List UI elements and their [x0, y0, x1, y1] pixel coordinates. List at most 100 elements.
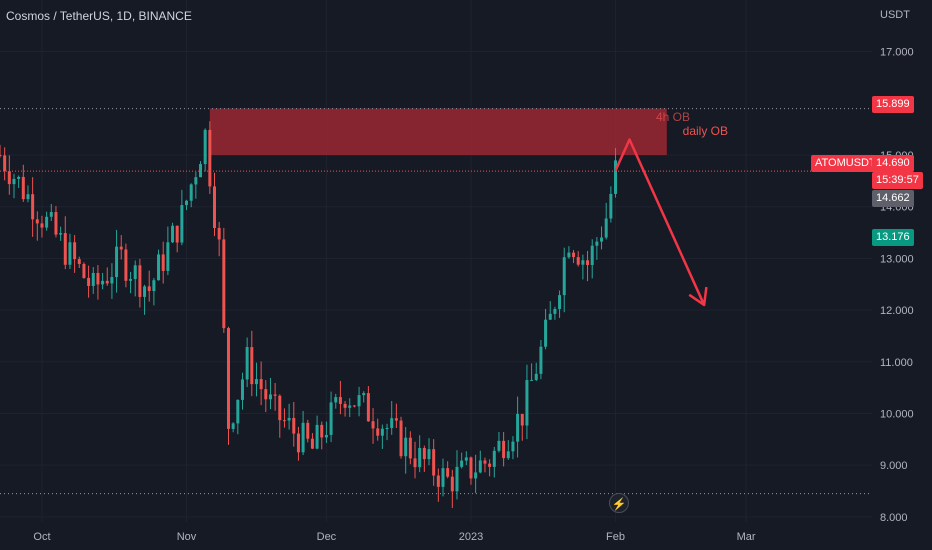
candle-body [119, 246, 123, 250]
candle-body [530, 379, 534, 381]
candle-body [110, 277, 114, 284]
candle-body [548, 313, 552, 320]
lightning-icon[interactable]: ⚡ [609, 493, 629, 513]
candle-body [236, 399, 240, 424]
candle-body [310, 438, 314, 449]
candle-body [604, 218, 608, 238]
candle-body [511, 441, 515, 452]
projection-arrow-head [688, 286, 708, 307]
currency-label: USDT [880, 9, 910, 21]
candle-body [226, 328, 230, 429]
candle-body [287, 417, 291, 421]
candle-body [189, 184, 193, 201]
candle-body [432, 449, 436, 476]
green-price-tag: 13.176 [872, 229, 914, 246]
candle-body [306, 422, 310, 439]
candle-body [185, 200, 189, 206]
chart-title: Cosmos / TetherUS, 1D, BINANCE [6, 9, 192, 23]
time-axis: Oct Nov Dec 2023 Feb Mar [33, 531, 755, 543]
candle-body [567, 252, 571, 258]
candle-body [334, 397, 338, 403]
time-tick-label: Nov [177, 531, 197, 543]
candle-body [45, 216, 49, 228]
candle-body [152, 280, 156, 292]
candle-body [614, 160, 618, 194]
projection-arrow-path [614, 138, 706, 306]
candle-body [82, 263, 86, 278]
candle-body [455, 466, 459, 492]
candle-body [474, 472, 478, 479]
candle-body [199, 164, 203, 178]
candle-body [292, 417, 296, 434]
candle-body [268, 394, 272, 400]
candle-body [581, 260, 585, 265]
candle-body [54, 212, 58, 235]
last-price-tag: 14.690 [872, 155, 914, 172]
horizontal-lines [0, 108, 872, 495]
candle-body [385, 427, 389, 429]
candle-body [413, 458, 417, 468]
price-tick-label: 13.000 [880, 253, 914, 265]
price-tick-label: 8.000 [880, 512, 908, 524]
candle-body [520, 413, 524, 426]
candle-body [26, 194, 30, 200]
candle-body [17, 176, 21, 179]
candle-body [600, 237, 604, 242]
candle-body [343, 403, 347, 408]
price-tick-label: 11.000 [880, 357, 913, 369]
candle-body [124, 249, 128, 281]
candle-body [282, 420, 286, 422]
candle-body [544, 319, 548, 347]
candle-body [390, 418, 394, 428]
countdown-tag: 15:39:57 [872, 172, 923, 189]
candle-body [478, 460, 482, 473]
candle-body [203, 129, 207, 165]
order-block-zone [209, 108, 667, 156]
candle-body [436, 475, 440, 487]
candle-body [278, 395, 282, 421]
candle-body [73, 242, 77, 260]
candle-body [59, 233, 63, 235]
candle-body [133, 265, 137, 280]
candle-body [49, 212, 53, 217]
candle-body [245, 347, 249, 380]
candle-body [352, 405, 356, 407]
candle-body [469, 457, 473, 479]
candle-body [338, 397, 342, 404]
candle-body [213, 186, 217, 228]
candle-body [273, 394, 277, 396]
candle-body [492, 450, 496, 467]
candle-body [572, 252, 576, 258]
price-tick-label: 17.000 [880, 47, 914, 59]
candle-body [21, 176, 25, 200]
candle-body [12, 178, 16, 185]
candle-body [558, 295, 562, 309]
candle-body [315, 424, 319, 449]
candle-body [143, 286, 147, 297]
time-tick-label: Mar [737, 531, 756, 543]
candle-body [0, 155, 2, 157]
candle-body [208, 129, 212, 187]
candle-body [488, 463, 492, 467]
candle-body [371, 421, 375, 429]
candle-body [553, 308, 557, 314]
candle-body [418, 448, 422, 468]
price-tick-label: 9.000 [880, 460, 908, 472]
price-axis: 8.0009.00010.00011.00012.00013.00014.000… [880, 47, 914, 524]
candle-body [301, 422, 305, 453]
candle-body [35, 219, 39, 224]
candle-body [460, 460, 464, 467]
order-block-rect [209, 108, 667, 156]
candle-body [147, 286, 151, 292]
candles [0, 121, 618, 509]
candle-body [450, 476, 454, 492]
candle-body [259, 379, 263, 390]
candle-body [3, 155, 7, 172]
candle-body [516, 413, 520, 442]
candle-body [231, 423, 235, 429]
candle-body [296, 433, 300, 453]
zone-top-price-tag: 15.899 [872, 96, 914, 113]
candle-body [441, 468, 445, 487]
time-tick-label: Dec [317, 531, 337, 543]
